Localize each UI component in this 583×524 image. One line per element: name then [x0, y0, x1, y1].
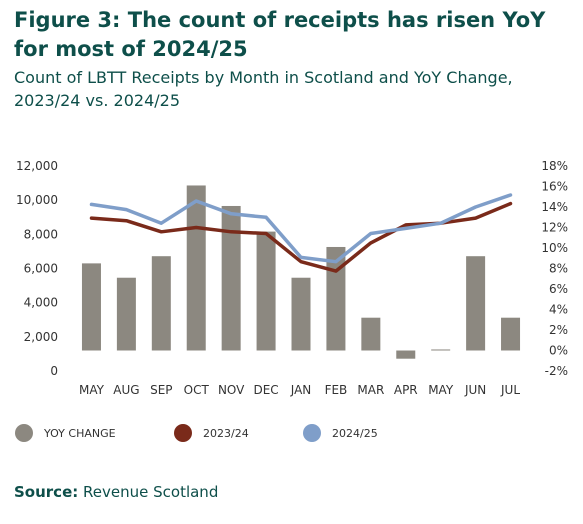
- x-tick-label: DEC: [253, 383, 278, 397]
- left-axis-ticks: 0 2,000 4,000 6,000 8,000 10,000 12,000: [16, 159, 58, 378]
- x-tick-label: MAY: [428, 383, 454, 397]
- legend-label-0: YOY CHANGE: [43, 427, 116, 440]
- left-tick-label: 4,000: [24, 296, 58, 310]
- right-tick-label: 16%: [541, 180, 568, 194]
- bar-10: [431, 349, 451, 351]
- bar-1: [116, 277, 136, 351]
- bar-6: [291, 277, 311, 351]
- bar-0: [81, 263, 101, 351]
- bar-8: [361, 317, 381, 351]
- right-tick-label: -2%: [545, 364, 568, 378]
- x-tick-label: JAN: [290, 383, 312, 397]
- x-tick-label: APR: [394, 383, 418, 397]
- x-tick-label: AUG: [113, 383, 139, 397]
- left-tick-label: 2,000: [24, 330, 58, 344]
- legend-swatch-0: [15, 424, 33, 442]
- right-tick-label: 0%: [549, 344, 568, 358]
- right-tick-label: 10%: [541, 241, 568, 255]
- legend-swatch-1: [174, 424, 192, 442]
- bar-12: [501, 317, 521, 351]
- chart-subtitle: Count of LBTT Receipts by Month in Scotl…: [14, 68, 513, 110]
- left-tick-label: 0: [50, 364, 58, 378]
- bar-5: [256, 231, 276, 351]
- x-tick-label: SEP: [150, 383, 172, 397]
- bar-7: [326, 246, 346, 351]
- right-tick-label: 2%: [549, 323, 568, 337]
- x-tick-label: FEB: [325, 383, 348, 397]
- right-tick-label: 8%: [549, 262, 568, 276]
- x-tick-label: JUN: [464, 383, 486, 397]
- bar-9: [396, 350, 416, 359]
- right-tick-label: 14%: [541, 200, 568, 214]
- bar-4: [221, 205, 241, 351]
- source-note: Source: Revenue Scotland: [14, 483, 218, 501]
- left-tick-label: 6,000: [24, 262, 58, 276]
- source-label: Source:: [14, 483, 79, 501]
- page-title: Figure 3: The count of receipts has rise…: [14, 8, 546, 61]
- bars-layer: [81, 185, 521, 359]
- legend-label-2: 2024/25: [332, 427, 378, 440]
- left-tick-label: 12,000: [16, 159, 58, 173]
- x-tick-label: MAR: [357, 383, 384, 397]
- legend-swatch-2: [303, 424, 321, 442]
- lines-layer: [89, 193, 513, 273]
- right-tick-label: 18%: [541, 159, 568, 173]
- legend-label-1: 2023/24: [203, 427, 249, 440]
- chart: 0 2,000 4,000 6,000 8,000 10,000 12,000 -2% 0% 2…: [15, 159, 568, 442]
- left-tick-label: 8,000: [24, 227, 58, 241]
- right-tick-label: 12%: [541, 221, 568, 235]
- x-axis-ticks: MAY AUG SEP OCT NOV DEC JAN FEB MAR APR MAY JUN JUL: [79, 383, 520, 397]
- legend: YOY CHANGE 2023/24 2024/25: [15, 424, 378, 442]
- right-axis-ticks: -2% 0% 2% 4% 6% 8% 10% 12% 14% 16% 18%: [541, 159, 568, 378]
- source-text: Revenue Scotland: [83, 483, 219, 501]
- bar-3: [186, 185, 206, 351]
- series-line-1: [89, 193, 513, 264]
- right-tick-label: 6%: [549, 282, 568, 296]
- x-tick-label: MAY: [79, 383, 105, 397]
- right-tick-label: 4%: [549, 303, 568, 317]
- x-tick-label: NOV: [218, 383, 245, 397]
- x-tick-label: OCT: [184, 383, 210, 397]
- left-tick-label: 10,000: [16, 193, 58, 207]
- bar-2: [151, 256, 171, 351]
- bar-11: [466, 256, 486, 351]
- x-tick-label: JUL: [500, 383, 520, 397]
